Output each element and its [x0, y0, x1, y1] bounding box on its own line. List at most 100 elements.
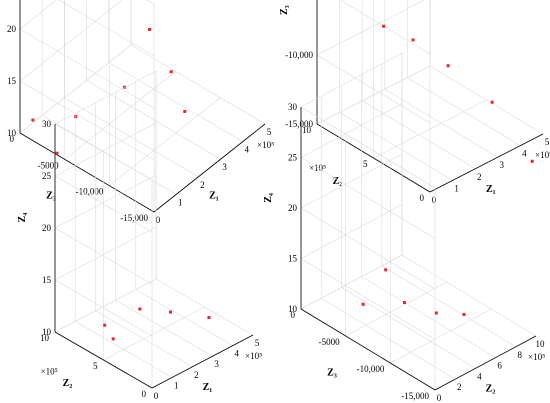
grid-line: [54, 70, 157, 181]
x-tick-label: 3: [214, 359, 219, 369]
grid-lines: [19, 0, 266, 213]
x-axis-line: [434, 335, 537, 391]
chart-panel-2: 0123450510-15,000-10,000-50000Z₁Z₂Z₃×10⁵…: [279, 0, 550, 205]
grid-line: [54, 174, 157, 285]
z-tick-label: 25: [42, 171, 52, 181]
z-tick-label: 15: [288, 254, 298, 264]
data-point: [411, 38, 415, 42]
data-point: [31, 118, 35, 122]
x-tick-label: 2: [200, 180, 205, 190]
data-point: [148, 27, 152, 31]
y-axis-line: [19, 132, 155, 213]
x-tick-label: 5: [267, 127, 272, 137]
y-axis-label: Z₂: [333, 176, 343, 187]
grid-line: [109, 0, 221, 187]
x-tick-label: 1: [454, 183, 459, 193]
x-tick-label: 4: [235, 349, 240, 359]
x-axis-line: [153, 123, 266, 213]
x-tick-label: 4: [477, 371, 482, 381]
y-tick-label: -15,000: [120, 213, 148, 223]
data-point: [462, 312, 466, 316]
z-tick-label: 20: [288, 203, 298, 213]
z-tick-label: 15: [42, 275, 52, 285]
y-tick-label: 0: [142, 389, 147, 399]
z-tick-label: 10: [7, 128, 17, 138]
data-point: [55, 151, 59, 155]
x-axis-label: Z₂: [486, 384, 496, 395]
x-tick-label: 0: [432, 195, 437, 205]
x-tick-label: 1: [174, 380, 179, 390]
y-tick-label: 0: [420, 193, 425, 203]
grid-lines: [300, 52, 537, 391]
z-tick-label: 30: [42, 119, 52, 129]
x-axis-label: Z₁: [209, 190, 219, 201]
grid-line: [153, 4, 266, 213]
grid-line: [339, 0, 453, 181]
x-exponent-label: ×10⁵: [245, 351, 262, 361]
z-tick-label: 25: [288, 153, 298, 163]
grid-lines: [316, 0, 544, 193]
y-axis-label: Z₃: [327, 368, 337, 379]
z-axis-label: Z₃: [279, 5, 290, 15]
grid-line: [390, 161, 492, 364]
x-tick-label: 3: [222, 162, 227, 172]
axes: [316, 0, 544, 193]
x-axis-line: [151, 334, 254, 389]
y-tick-label: -5000: [38, 160, 59, 170]
data-point: [74, 115, 78, 119]
x-axis-label: Z₁: [203, 382, 213, 393]
y-tick-label: 0: [291, 310, 296, 320]
grid-line: [58, 0, 155, 57]
x-exponent-label: ×10⁵: [535, 150, 550, 160]
data-point: [490, 100, 494, 104]
x-tick-label: 0: [156, 215, 161, 225]
x-tick-label: 8: [518, 350, 523, 360]
data-point: [434, 311, 438, 315]
x-tick-label: 1: [178, 197, 183, 207]
grid-line: [19, 0, 155, 213]
data-points: [55, 151, 211, 341]
y-tick-label: -5000: [319, 337, 340, 347]
data-point: [111, 337, 115, 341]
x-tick-label: 6: [497, 361, 502, 371]
x-tick-label: 5: [545, 137, 550, 147]
y-tick-label: 5: [93, 361, 98, 371]
data-point: [207, 316, 211, 320]
x-axis-line: [429, 133, 544, 193]
x-tick-label: 2: [457, 382, 462, 392]
grid-line: [64, 0, 199, 178]
y-axis-label: Z₂: [63, 378, 73, 389]
grid-line: [130, 0, 266, 125]
y-axis-label: Z₃: [46, 191, 56, 202]
x-tick-label: 3: [500, 160, 505, 170]
y-tick-label: 0: [10, 134, 15, 144]
axes: [300, 107, 537, 391]
data-point: [384, 268, 388, 272]
x-tick-label: 2: [194, 370, 199, 380]
data-point: [138, 307, 142, 311]
y-axis-line: [316, 123, 431, 193]
y-tick-label: -15,000: [401, 391, 429, 401]
x-tick-label: 0: [154, 391, 159, 401]
x-tick-label: 4: [245, 145, 250, 155]
z-tick-label: 10: [288, 304, 298, 314]
y-axis-line: [54, 331, 153, 389]
z-tick-label: 20: [42, 223, 52, 233]
data-point: [169, 70, 173, 74]
data-points: [382, 24, 494, 104]
y-exponent-label: ×10⁵: [309, 163, 326, 173]
data-point: [103, 323, 107, 327]
z-tick-label: 15: [7, 76, 17, 86]
axes: [54, 124, 254, 389]
x-tick-label: 2: [477, 172, 482, 182]
axes: [19, 0, 266, 213]
grid-line: [135, 81, 233, 346]
grid-line: [54, 226, 157, 337]
grid-line: [54, 278, 157, 389]
x-tick-label: 4: [522, 149, 527, 159]
z-axis-label: Z₄: [17, 213, 28, 223]
grid-line: [95, 102, 193, 368]
